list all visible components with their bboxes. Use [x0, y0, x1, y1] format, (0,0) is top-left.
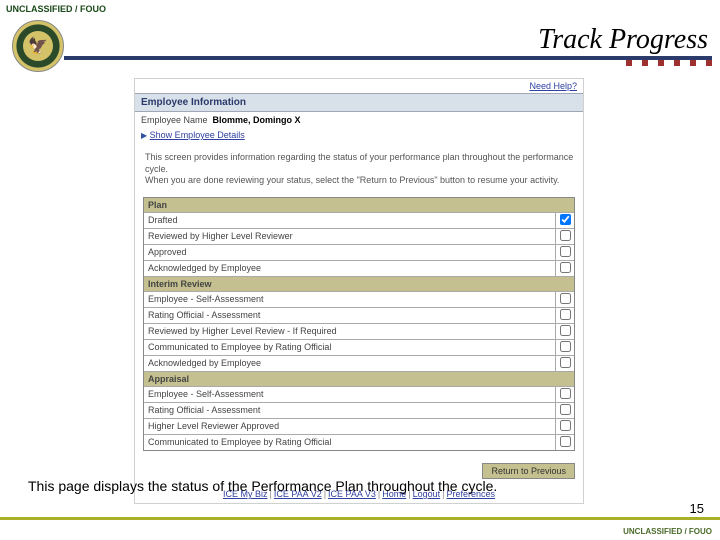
status-row: Approved	[144, 245, 574, 261]
status-group-header: Interim Review	[144, 277, 574, 292]
status-row: Employee - Self-Assessment	[144, 292, 574, 308]
status-label: Communicated to Employee by Rating Offic…	[144, 435, 556, 450]
status-checkbox[interactable]	[560, 293, 571, 304]
tick-mark	[706, 60, 712, 66]
status-table: PlanDraftedReviewed by Higher Level Revi…	[143, 197, 575, 451]
status-row: Reviewed by Higher Level Reviewer	[144, 229, 574, 245]
page-number: 15	[690, 501, 704, 516]
status-label: Acknowledged by Employee	[144, 356, 556, 371]
status-checkbox[interactable]	[560, 309, 571, 320]
status-row: Drafted	[144, 213, 574, 229]
employee-info-header: Employee Information	[135, 93, 583, 112]
status-label: Reviewed by Higher Level Reviewer	[144, 229, 556, 244]
status-group-header: Plan	[144, 198, 574, 213]
employee-name-value: Blomme, Domingo X	[213, 115, 301, 125]
status-checkbox[interactable]	[560, 325, 571, 336]
return-to-previous-button[interactable]: Return to Previous	[482, 463, 575, 479]
status-checkbox[interactable]	[560, 388, 571, 399]
tick-mark	[674, 60, 680, 66]
status-row: Communicated to Employee by Rating Offic…	[144, 435, 574, 450]
status-label: Rating Official - Assessment	[144, 308, 556, 323]
status-checkbox[interactable]	[560, 341, 571, 352]
status-label: Rating Official - Assessment	[144, 403, 556, 418]
status-row: Rating Official - Assessment	[144, 308, 574, 324]
status-label: Employee - Self-Assessment	[144, 292, 556, 307]
status-label: Higher Level Reviewer Approved	[144, 419, 556, 434]
info-para-1: This screen provides information regardi…	[145, 152, 575, 175]
status-checkbox[interactable]	[560, 404, 571, 415]
slide-caption: This page displays the status of the Per…	[28, 478, 497, 494]
tick-mark	[690, 60, 696, 66]
status-label: Acknowledged by Employee	[144, 261, 556, 276]
tick-mark	[642, 60, 648, 66]
status-row: Communicated to Employee by Rating Offic…	[144, 340, 574, 356]
tick-mark	[658, 60, 664, 66]
expand-icon[interactable]: ▶	[141, 131, 147, 140]
status-row: Rating Official - Assessment	[144, 403, 574, 419]
status-label: Drafted	[144, 213, 556, 228]
classification-bottom: UNCLASSIFIED / FOUO	[623, 527, 712, 536]
status-checkbox[interactable]	[560, 436, 571, 447]
status-row: Higher Level Reviewer Approved	[144, 419, 574, 435]
agency-seal: 🦅	[12, 20, 64, 72]
status-row: Acknowledged by Employee	[144, 261, 574, 277]
tick-mark	[626, 60, 632, 66]
need-help-row: Need Help?	[135, 79, 583, 93]
status-row: Employee - Self-Assessment	[144, 387, 574, 403]
bottom-divider	[0, 517, 720, 520]
status-label: Employee - Self-Assessment	[144, 387, 556, 402]
status-row: Reviewed by Higher Level Review - If Req…	[144, 324, 574, 340]
employee-name-label: Employee Name	[141, 115, 208, 125]
info-para-2: When you are done reviewing your status,…	[145, 175, 575, 187]
classification-top: UNCLASSIFIED / FOUO	[6, 4, 106, 14]
show-details-row: ▶ Show Employee Details	[135, 128, 583, 146]
status-checkbox[interactable]	[560, 246, 571, 257]
employee-name-row: Employee Name Blomme, Domingo X	[135, 112, 583, 128]
info-text: This screen provides information regardi…	[135, 146, 583, 197]
status-group-header: Appraisal	[144, 372, 574, 387]
page-title: Track Progress	[538, 24, 708, 56]
show-employee-details-link[interactable]: Show Employee Details	[150, 130, 245, 140]
status-row: Acknowledged by Employee	[144, 356, 574, 372]
status-checkbox[interactable]	[560, 262, 571, 273]
status-checkbox[interactable]	[560, 420, 571, 431]
status-label: Reviewed by Higher Level Review - If Req…	[144, 324, 556, 339]
status-label: Approved	[144, 245, 556, 260]
need-help-link[interactable]: Need Help?	[529, 81, 577, 91]
status-checkbox[interactable]	[560, 214, 571, 225]
status-checkbox[interactable]	[560, 230, 571, 241]
status-checkbox[interactable]	[560, 357, 571, 368]
embedded-screenshot: Need Help? Employee Information Employee…	[134, 78, 584, 504]
status-label: Communicated to Employee by Rating Offic…	[144, 340, 556, 355]
title-divider	[64, 56, 712, 60]
eagle-icon: 🦅	[23, 31, 53, 61]
